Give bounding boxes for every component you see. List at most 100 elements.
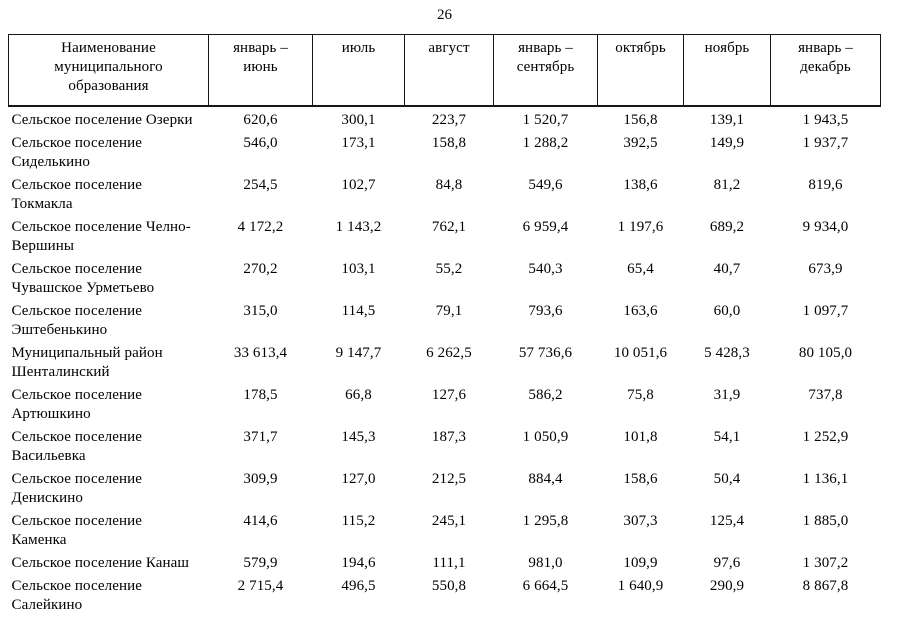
value-cell: 75,8 xyxy=(627,387,654,403)
value-cell: 187,3 xyxy=(431,429,467,445)
value-cell: 1 307,2 xyxy=(802,555,849,571)
value-cell: 414,6 xyxy=(243,513,278,529)
settlement-name-cell: Сельское поселение Эштебенькино xyxy=(11,303,143,338)
value-cell: 307,3 xyxy=(623,513,658,529)
settlement-name-cell: Сельское поселение Каменка xyxy=(11,513,143,548)
settlement-name-cell: Сельское поселение Салейкино xyxy=(11,578,143,613)
value-cell: 212,5 xyxy=(431,471,467,487)
value-cell: 245,1 xyxy=(431,513,467,529)
table-body: Сельское поселение Озерки 620,6 300,1 223,7… xyxy=(9,106,881,617)
value-cell: 114,5 xyxy=(341,303,376,319)
value-cell: 1 136,1 xyxy=(802,471,849,487)
value-cell: 392,5 xyxy=(623,135,658,151)
value-cell: 2 715,4 xyxy=(237,578,284,594)
value-cell: 55,2 xyxy=(435,261,463,277)
value-cell: 125,4 xyxy=(709,513,745,529)
value-cell: 54,1 xyxy=(713,429,741,445)
value-cell: 9 147,7 xyxy=(335,345,382,361)
table-row: Сельское поселение Озерки 620,6 300,1 223,7… xyxy=(9,106,881,132)
value-cell: 579,9 xyxy=(243,555,278,571)
value-cell: 194,6 xyxy=(341,555,376,571)
value-cell: 1 640,9 xyxy=(617,578,664,594)
table-row: Сельское поселение Чувашское Урметьево 27… xyxy=(9,258,881,300)
value-cell: 138,6 xyxy=(623,177,658,193)
municipal-report-table: Наименование муниципального образования … xyxy=(8,34,881,617)
value-cell: 496,5 xyxy=(341,578,376,594)
value-cell: 549,6 xyxy=(528,177,563,193)
value-cell: 6 959,4 xyxy=(522,219,569,235)
value-cell: 1 197,6 xyxy=(617,219,664,235)
settlement-name-cell: Сельское поселение Канаш xyxy=(11,555,190,571)
value-cell: 145,3 xyxy=(341,429,376,445)
value-cell: 103,1 xyxy=(341,261,376,277)
value-cell: 223,7 xyxy=(431,112,467,128)
value-cell: 156,8 xyxy=(623,112,658,128)
value-cell: 111,1 xyxy=(432,555,466,571)
column-header-january-september: январь – сентябрь xyxy=(493,34,598,107)
value-cell: 97,6 xyxy=(713,555,741,571)
value-cell: 270,2 xyxy=(243,261,278,277)
column-header-november: ноябрь xyxy=(683,34,771,107)
value-cell: 309,9 xyxy=(243,471,278,487)
settlement-name-cell: Сельское поселение Озерки xyxy=(11,112,193,128)
value-cell: 84,8 xyxy=(435,177,463,193)
table-row: Сельское поселение Каменка 414,6 115,2 245,… xyxy=(9,510,881,552)
value-cell: 300,1 xyxy=(341,112,376,128)
settlement-name-cell: Муниципальный район Шенталинский xyxy=(11,345,163,380)
value-cell: 101,8 xyxy=(623,429,658,445)
value-cell: 115,2 xyxy=(341,513,376,529)
settlement-name-cell: Сельское поселение Денискино xyxy=(11,471,143,506)
value-cell: 10 051,6 xyxy=(613,345,668,361)
value-cell: 1 050,9 xyxy=(522,429,569,445)
table-row: Сельское поселение Сиделькино 546,0 173,1 1… xyxy=(9,132,881,174)
value-cell: 60,0 xyxy=(713,303,741,319)
table-row: Сельское поселение Челно- Вершины 4 172,2… xyxy=(9,216,881,258)
table-row: Муниципальный район Шенталинский 33 613,4… xyxy=(9,342,881,384)
value-cell: 254,5 xyxy=(243,177,278,193)
value-cell: 1 943,5 xyxy=(802,112,849,128)
value-cell: 290,9 xyxy=(709,578,745,594)
table-row: Сельское поселение Денискино 309,9 127,0 21… xyxy=(9,468,881,510)
value-cell: 550,8 xyxy=(431,578,467,594)
settlement-name-cell: Сельское поселение Сиделькино xyxy=(11,135,143,170)
value-cell: 1 885,0 xyxy=(802,513,849,529)
table-row: Сельское поселение Салейкино 2 715,4 496,5… xyxy=(9,575,881,617)
value-cell: 620,6 xyxy=(243,112,278,128)
value-cell: 371,7 xyxy=(243,429,278,445)
page-number: 26 xyxy=(437,7,452,23)
value-cell: 1 288,2 xyxy=(522,135,569,151)
value-cell: 149,9 xyxy=(709,135,745,151)
value-cell: 66,8 xyxy=(345,387,372,403)
table-header: Наименование муниципального образования … xyxy=(8,34,881,107)
value-cell: 1 143,2 xyxy=(335,219,382,235)
value-cell: 981,0 xyxy=(528,555,563,571)
value-cell: 793,6 xyxy=(528,303,563,319)
table-row: Сельское поселение Токмакла 254,5 102,7 84,… xyxy=(9,174,881,216)
table-row: Сельское поселение Эштебенькино 315,0 114,… xyxy=(9,300,881,342)
settlement-name-cell: Сельское поселение Васильевка xyxy=(11,429,143,464)
value-cell: 31,9 xyxy=(713,387,741,403)
value-cell: 158,8 xyxy=(431,135,467,151)
value-cell: 8 867,8 xyxy=(802,578,849,594)
value-cell: 109,9 xyxy=(623,555,658,571)
value-cell: 6 262,5 xyxy=(426,345,472,361)
value-cell: 127,0 xyxy=(341,471,376,487)
value-cell: 4 172,2 xyxy=(237,219,284,235)
value-cell: 158,6 xyxy=(623,471,658,487)
table-row: Сельское поселение Канаш 579,9 194,6 111,1 9… xyxy=(9,552,881,575)
value-cell: 1 295,8 xyxy=(522,513,569,529)
value-cell: 65,4 xyxy=(627,261,654,277)
value-cell: 40,7 xyxy=(713,261,741,277)
value-cell: 50,4 xyxy=(713,471,741,487)
value-cell: 689,2 xyxy=(709,219,745,235)
table-row: Сельское поселение Артюшкино 178,5 66,8 127… xyxy=(9,384,881,426)
column-header-january-june: январь – июнь xyxy=(208,34,313,107)
value-cell: 178,5 xyxy=(243,387,278,403)
value-cell: 546,0 xyxy=(243,135,278,151)
column-header-october: октябрь xyxy=(597,34,684,107)
value-cell: 6 664,5 xyxy=(522,578,569,594)
column-header-july: июль xyxy=(312,34,405,107)
value-cell: 762,1 xyxy=(431,219,467,235)
value-cell: 9 934,0 xyxy=(802,219,849,235)
